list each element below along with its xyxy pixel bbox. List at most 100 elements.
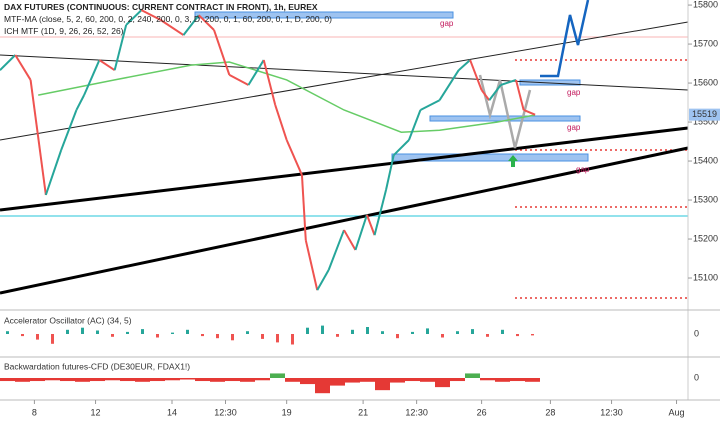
y-tick-label: 15600 — [693, 77, 718, 87]
price-segment — [469, 59, 483, 91]
x-tick-label: 8 — [32, 407, 37, 417]
price-segment — [182, 14, 200, 36]
oscillator-bar — [291, 334, 294, 345]
x-tick-label: Aug — [669, 407, 685, 417]
y-tick-label: 15800 — [693, 0, 718, 9]
y-tick-label: 15500 — [693, 116, 718, 126]
y-tick-label: 15300 — [693, 194, 718, 204]
zero-label: 0 — [694, 372, 699, 382]
oscillator-bar — [516, 334, 519, 337]
gap-label: gap — [440, 19, 454, 28]
oscillator-bar — [321, 325, 324, 334]
annotations — [0, 0, 689, 299]
price-segment — [198, 14, 215, 31]
price-tag — [689, 108, 720, 121]
price-segment — [83, 59, 101, 96]
price-segment — [458, 59, 471, 71]
oscillator-bar — [90, 378, 105, 382]
price-segment — [515, 79, 525, 111]
oscillator-bar — [135, 378, 150, 382]
header-text: DAX FUTURES (CONTINUOUS: CURRENT CONTRAC… — [4, 2, 318, 12]
oscillator-bar — [141, 329, 144, 334]
y-tick-label: 15100 — [693, 272, 718, 282]
price-segment — [327, 229, 345, 271]
oscillator-bar — [216, 334, 219, 339]
trendline — [0, 54, 689, 91]
oscillator-bar — [411, 331, 414, 334]
price-segment — [523, 109, 536, 116]
price-segment — [285, 139, 303, 176]
oscillator-bar — [315, 378, 330, 394]
oscillator-bar — [30, 378, 45, 382]
x-tick-label: 14 — [167, 407, 177, 417]
x-tick-label: 19 — [282, 407, 292, 417]
oscillator-bar — [435, 378, 450, 388]
oscillator-bar — [420, 378, 435, 382]
oscillator-bar — [261, 334, 264, 339]
oscillator-bar — [366, 327, 369, 334]
oscillator-bar — [75, 378, 90, 382]
oscillator-bar — [120, 378, 135, 382]
oscillator-bar — [375, 378, 390, 391]
oscillator-bar — [285, 378, 300, 382]
oscillator-bar — [96, 330, 99, 334]
price-segment — [343, 229, 357, 251]
price-segment — [408, 109, 422, 141]
price-segment — [419, 99, 441, 111]
price-segment — [159, 19, 185, 36]
pattern — [478, 74, 532, 149]
price-segment — [500, 78, 517, 86]
oscillator-bar — [306, 327, 309, 334]
oscillator-bar — [426, 328, 429, 334]
price-segment — [300, 175, 307, 241]
price-segment — [29, 79, 47, 196]
price-segment — [316, 269, 330, 291]
gap-label: gap — [567, 123, 581, 132]
oscillator-bar — [396, 334, 399, 339]
trendline — [0, 146, 689, 295]
price-segment — [44, 149, 63, 196]
oscillator-bar — [0, 378, 15, 382]
header-text: MTF-MA (close, 5, 2, 60, 200, 0, 2, 240,… — [4, 14, 332, 24]
projection — [540, 0, 590, 78]
oscillator-bar — [480, 378, 495, 381]
oscillator-bar — [495, 378, 510, 382]
gap-label: gap — [567, 88, 581, 97]
price-segment — [247, 59, 265, 86]
oscillator-bar — [165, 378, 180, 381]
gap-box — [391, 153, 589, 162]
oscillator-bar — [345, 378, 360, 383]
oscillator-bar — [171, 332, 174, 334]
oscillator-bar — [126, 331, 129, 334]
price-segment — [354, 214, 368, 251]
x-tick-label: 12:30 — [405, 407, 428, 417]
price-segment — [304, 239, 319, 291]
oscillator-bar — [66, 329, 69, 334]
oscillator-bar — [450, 378, 465, 382]
x-tick-label: 28 — [545, 407, 555, 417]
price-segment — [488, 84, 502, 101]
oscillator-bar — [111, 334, 114, 337]
oscillator-bar — [486, 334, 489, 337]
oscillator-bar — [330, 378, 345, 386]
oscillator-bar — [6, 331, 9, 334]
plot — [0, 9, 536, 291]
oscillator-bar — [255, 378, 270, 381]
oscillator-bar — [351, 329, 354, 334]
price-segment — [228, 73, 249, 86]
price-segment — [75, 94, 85, 111]
y-tick-label: 15700 — [693, 38, 718, 48]
oscillator-bar — [471, 329, 474, 334]
oscillator-bar — [525, 378, 540, 382]
price-segment — [98, 59, 116, 72]
oscillator-bar — [45, 378, 60, 381]
oscillator-bar — [390, 378, 405, 383]
oscillator-bar — [501, 329, 504, 334]
x-tick-label: 12 — [91, 407, 101, 417]
trendline — [0, 21, 689, 141]
oscillator-bar — [300, 378, 315, 385]
oscillator-bar — [405, 378, 420, 382]
oscillator-bar — [276, 334, 279, 343]
oscillator-bar — [21, 334, 24, 337]
